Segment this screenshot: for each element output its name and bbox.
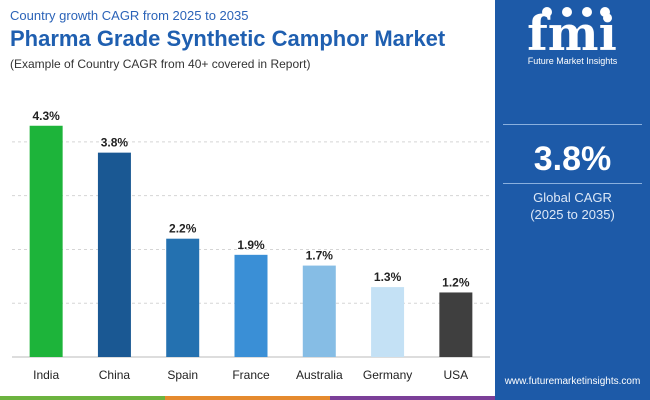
global-cagr-period: (2025 to 2035) [530,207,615,222]
chart-title: Pharma Grade Synthetic Camphor Market [10,26,446,51]
data-label: 1.9% [237,238,265,252]
bar-chart: 4.3% India 3.8% China 2.2% Spain 1.9% France 1.7… [0,88,495,388]
panel-divider-bottom [503,183,642,184]
bar-france [234,254,268,357]
x-tick-label: India [33,368,59,382]
x-tick-label: Australia [296,368,343,382]
panel-divider-top [503,124,642,125]
data-label: 1.2% [442,275,470,289]
bar-usa [439,292,473,357]
fmi-logo: fmi Future Market Insights [495,0,650,82]
global-cagr-value: 3.8% [533,140,612,178]
logo-name: Future Market Insights [527,56,618,66]
bottom-accent-bar [0,396,495,400]
x-tick-label: France [232,368,270,382]
header: Country growth CAGR from 2025 to 2035 Ph… [10,8,490,72]
chart-subtitle: Country growth CAGR from 2025 to 2035 [10,8,249,23]
chart-canvas: 4.3% India 3.8% China 2.2% Spain 1.9% France 1.7… [12,109,490,382]
data-label: 3.8% [101,136,129,150]
global-cagr-label: Global CAGR [533,190,612,205]
x-tick-label: Spain [167,368,198,382]
logo-icon: fmi [527,6,617,62]
accent-purple [330,396,495,400]
x-tick-label: USA [444,368,469,382]
x-tick-label: Germany [363,368,412,382]
website-url[interactable]: www.futuremarketinsights.com [504,376,641,387]
bar-spain [166,238,200,357]
chart-note: (Example of Country CAGR from 40+ covere… [10,57,311,71]
data-label: 1.7% [306,249,334,263]
data-label: 4.3% [32,109,60,123]
summary-panel: fmi Future Market Insights 3.8% Global C… [495,0,650,400]
bar-india [29,125,63,357]
bar-germany [371,287,405,357]
bar-australia [302,265,336,357]
accent-orange [165,396,330,400]
x-tick-label: China [99,368,131,382]
bar-china [97,152,131,357]
data-label: 1.3% [374,270,402,284]
data-label: 2.2% [169,222,197,236]
accent-green [0,396,165,400]
